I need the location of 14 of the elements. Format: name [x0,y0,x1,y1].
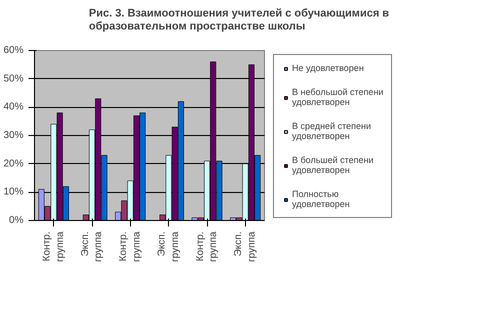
y-tick-label: 20% [3,158,24,170]
y-tick-label: 30% [3,130,24,141]
y-tick-label: 10% [3,186,24,198]
y-tick-label: 40% [3,102,24,113]
y-tick-label: 50% [3,73,24,84]
y-tick-label: 0% [9,215,24,226]
legend-label: Полностью удовлетворен [292,189,350,209]
legend-label: В большей степени удовлетворен [292,155,374,175]
y-tick-label: 60% [3,45,24,56]
chart-title: Рис. 3. Взаимоотношения учителей с обучающимися в образовательном пространстве школы [88,7,390,32]
legend-label: В небольшой степени удовлетворен [292,87,384,107]
legend-label: В средней степени удовлетворен [292,121,371,141]
x-tick-label: Контр. группа [42,231,66,262]
legend-label: Не удовлетворен [292,63,364,73]
